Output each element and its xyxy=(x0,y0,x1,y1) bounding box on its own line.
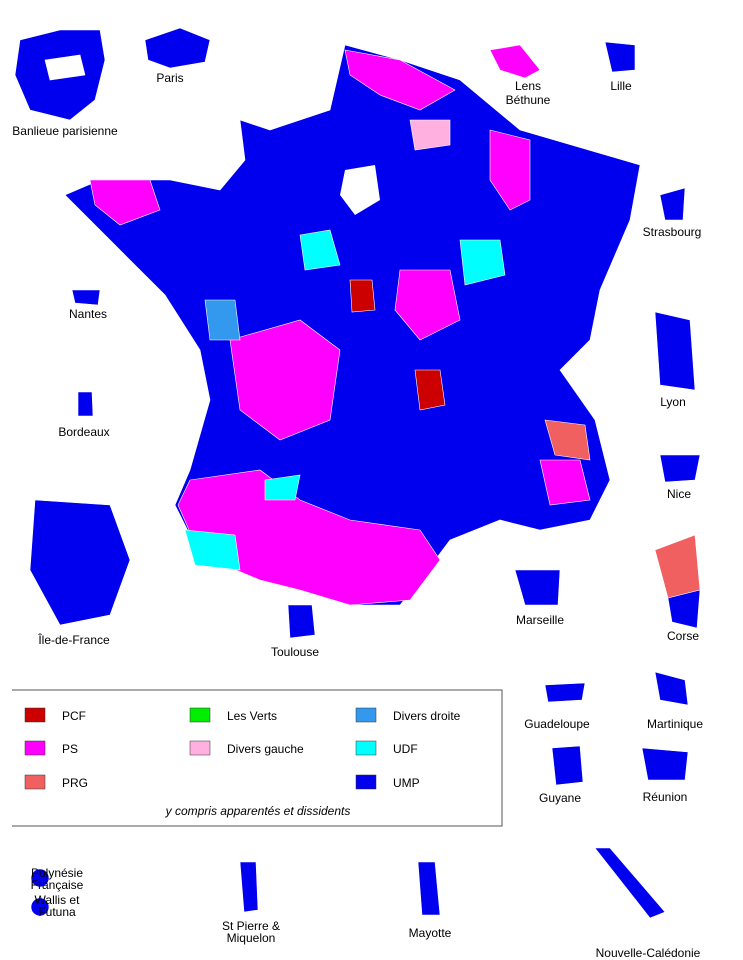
inset-label: Lyon xyxy=(660,395,686,409)
inset-label: Lille xyxy=(610,79,632,93)
inset-label: Corse xyxy=(667,629,699,643)
legend-swatch xyxy=(189,740,211,756)
inset-label: Wallis et xyxy=(35,893,81,907)
inset-label: Miquelon xyxy=(227,931,276,945)
inset-label: Bordeaux xyxy=(58,425,109,439)
legend-label: PRG xyxy=(62,776,88,790)
legend-label: Divers droite xyxy=(393,709,461,723)
legend-note: y compris apparentés et dissidents xyxy=(165,804,351,818)
legend: PCF PS PRG Les Verts Divers gauche Divers dro… xyxy=(12,689,503,827)
legend-items: PCF PS PRG Les Verts Divers gauche Divers dro… xyxy=(24,707,461,790)
legend-label: PCF xyxy=(62,709,86,723)
france-map xyxy=(64,44,641,606)
inset-label: Toulouse xyxy=(271,645,319,659)
legend-label: UDF xyxy=(393,742,418,756)
legend-swatch xyxy=(24,774,46,790)
legend-swatch xyxy=(24,740,46,756)
inset-label: Française xyxy=(31,878,84,892)
inset-label: Futuna xyxy=(38,905,76,919)
inset-label: St Pierre & xyxy=(222,919,280,933)
inset-label: Guyane xyxy=(539,791,581,805)
inset-label: Lens xyxy=(515,79,541,93)
inset-label: Nice xyxy=(667,487,691,501)
legend-label: Divers gauche xyxy=(227,742,304,756)
inset-label: Mayotte xyxy=(409,926,452,940)
inset-label: Martinique xyxy=(647,717,703,731)
inset-label: Béthune xyxy=(506,93,551,107)
inset-label: Strasbourg xyxy=(643,225,702,239)
inset-label: Nantes xyxy=(69,307,107,321)
inset-label: Paris xyxy=(156,71,183,85)
legend-swatch xyxy=(355,774,377,790)
legend-swatch xyxy=(355,707,377,723)
inset-label: Banlieue parisienne xyxy=(12,124,118,138)
legend-swatch xyxy=(189,707,211,723)
inset-maps xyxy=(14,27,701,919)
legend-swatch xyxy=(355,740,377,756)
legend-swatch xyxy=(24,707,46,723)
inset-label: Polynésie xyxy=(31,866,83,880)
inset-label: Guadeloupe xyxy=(524,717,590,731)
legend-label: Les Verts xyxy=(227,709,277,723)
inset-label: Marseille xyxy=(516,613,564,627)
inset-label: Réunion xyxy=(643,790,688,804)
inset-label: Île-de-France xyxy=(37,632,110,647)
inset-label: Nouvelle-Calédonie xyxy=(596,946,701,960)
legend-label: PS xyxy=(62,742,78,756)
legend-label: UMP xyxy=(393,776,420,790)
